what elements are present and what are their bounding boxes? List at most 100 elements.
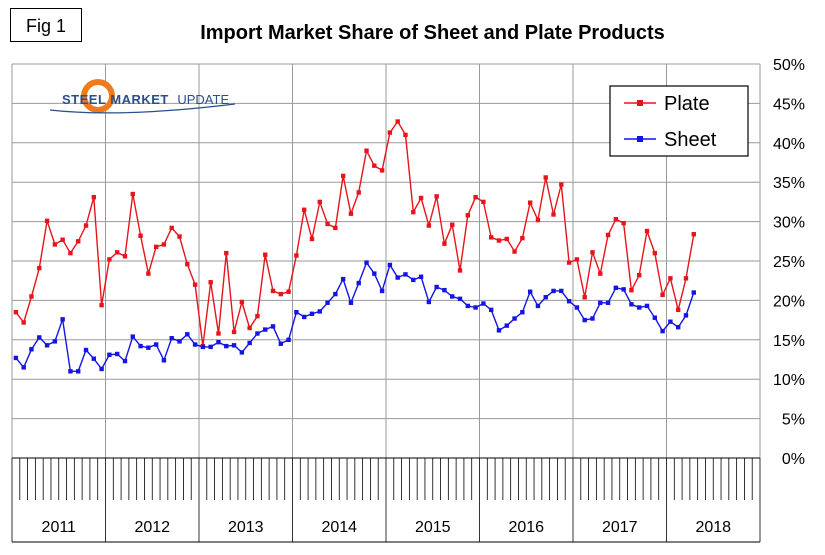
- point-sheet: [294, 310, 299, 315]
- point-sheet: [621, 287, 626, 292]
- point-plate: [340, 173, 346, 179]
- point-plate: [379, 168, 385, 173]
- point-plate: [348, 211, 354, 216]
- point-plate: [637, 272, 642, 278]
- point-plate: [543, 175, 548, 180]
- point-plate: [301, 207, 307, 212]
- point-sheet: [668, 319, 673, 324]
- y-tick-label: 25%: [773, 254, 805, 271]
- y-tick-label: 30%: [773, 215, 805, 232]
- legend: Plate Sheet: [609, 85, 749, 157]
- point-plate: [535, 217, 541, 223]
- point-plate: [255, 313, 260, 319]
- y-tick-label: 50%: [773, 57, 805, 74]
- point-plate: [76, 239, 81, 244]
- point-sheet: [387, 262, 393, 268]
- point-sheet: [130, 334, 135, 339]
- point-sheet: [535, 303, 541, 309]
- point-plate: [231, 329, 237, 335]
- point-sheet: [68, 369, 73, 374]
- point-plate: [208, 280, 213, 285]
- point-plate: [309, 236, 315, 242]
- point-plate: [270, 288, 276, 294]
- point-plate: [91, 194, 97, 200]
- point-plate: [44, 218, 50, 224]
- point-plate: [68, 250, 73, 256]
- point-sheet: [255, 331, 260, 336]
- point-sheet: [52, 339, 58, 344]
- point-sheet: [161, 358, 167, 363]
- point-sheet: [270, 324, 276, 329]
- point-plate: [13, 310, 19, 315]
- point-sheet: [91, 356, 97, 361]
- point-sheet: [309, 311, 315, 316]
- logo-swoosh-icon: [49, 103, 236, 114]
- chart-title: Import Market Share of Sheet and Plate P…: [200, 22, 665, 44]
- point-sheet: [598, 300, 603, 305]
- point-plate: [364, 148, 369, 153]
- y-tick-label: 15%: [773, 333, 805, 350]
- legend-sheet-label: Sheet: [664, 129, 717, 151]
- series-line-plate: [15, 120, 695, 347]
- point-sheet: [418, 274, 424, 279]
- point-sheet: [356, 280, 361, 286]
- point-sheet: [301, 314, 307, 320]
- point-plate: [247, 325, 252, 331]
- point-plate: [60, 237, 65, 242]
- point-plate: [590, 250, 595, 255]
- point-plate: [153, 244, 159, 250]
- x-year-label: 2015: [415, 519, 451, 536]
- point-plate: [239, 299, 245, 305]
- point-sheet: [434, 284, 439, 290]
- point-plate: [192, 282, 198, 287]
- y-tick-label: 10%: [773, 372, 805, 389]
- point-plate: [395, 119, 400, 124]
- point-sheet: [652, 315, 658, 320]
- point-sheet: [263, 327, 268, 332]
- point-sheet: [372, 271, 377, 276]
- point-sheet: [13, 355, 19, 361]
- legend-box: [609, 85, 749, 157]
- point-sheet: [239, 350, 245, 355]
- point-sheet: [379, 288, 385, 294]
- point-plate: [652, 250, 658, 256]
- point-sheet: [21, 365, 26, 370]
- point-plate: [551, 212, 556, 217]
- point-plate: [450, 222, 455, 227]
- x-year-label: 2013: [228, 519, 264, 536]
- legend-plate-label: Plate: [664, 93, 710, 115]
- x-year-label: 2011: [42, 519, 77, 536]
- point-sheet: [512, 316, 517, 321]
- point-sheet: [37, 335, 42, 340]
- point-sheet: [169, 336, 174, 341]
- point-sheet: [153, 342, 159, 347]
- series-lines: [13, 119, 696, 374]
- point-sheet: [450, 294, 455, 299]
- point-sheet: [488, 307, 494, 313]
- point-sheet: [543, 295, 548, 300]
- point-sheet: [605, 300, 611, 305]
- point-sheet: [566, 298, 572, 304]
- point-sheet: [520, 310, 525, 315]
- point-plate: [224, 250, 229, 256]
- point-plate: [387, 130, 393, 135]
- point-sheet: [629, 302, 634, 307]
- point-plate: [263, 252, 268, 257]
- point-plate: [582, 295, 587, 300]
- point-sheet: [122, 358, 128, 364]
- point-plate: [122, 254, 128, 259]
- point-sheet: [675, 324, 681, 330]
- point-plate: [99, 302, 104, 308]
- point-sheet: [60, 317, 65, 322]
- point-sheet: [348, 300, 354, 305]
- point-plate: [37, 265, 42, 271]
- point-plate: [629, 287, 634, 293]
- logo-swirl-inner: [87, 85, 109, 107]
- point-plate: [559, 182, 564, 187]
- point-sheet: [457, 296, 463, 302]
- point-plate: [130, 191, 135, 197]
- point-plate: [356, 190, 361, 195]
- point-sheet: [333, 291, 338, 297]
- point-plate: [512, 249, 517, 254]
- point-plate: [621, 220, 626, 226]
